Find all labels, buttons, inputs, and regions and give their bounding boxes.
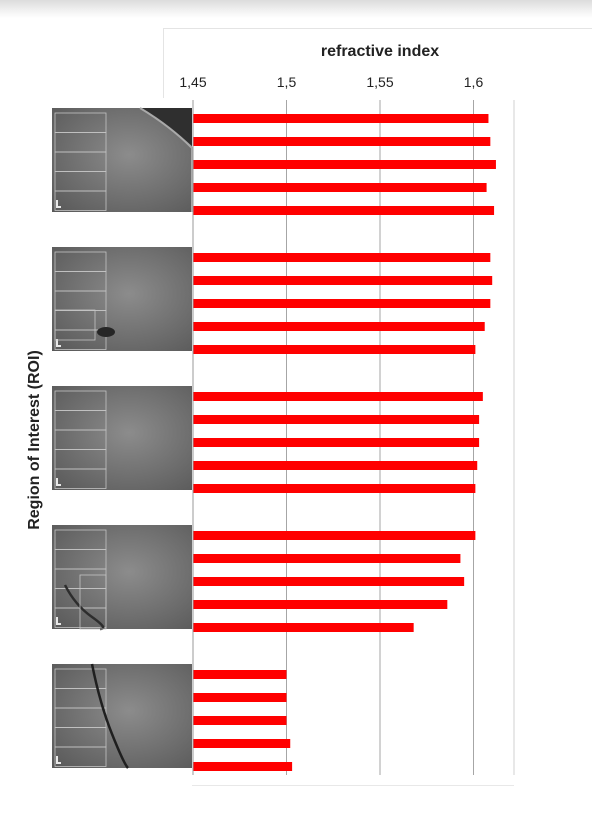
bar — [193, 276, 493, 285]
bar — [193, 253, 491, 262]
tick-layer: 1,45 1,5 1,55 1,6 — [179, 74, 483, 90]
roi-micrograph — [52, 663, 192, 769]
bar — [193, 577, 465, 586]
bar — [193, 531, 476, 540]
bar — [193, 114, 489, 123]
bar — [193, 322, 485, 331]
x-tick-label: 1,5 — [277, 74, 297, 90]
roi-micrograph — [52, 386, 192, 490]
chart-frame-top — [163, 28, 592, 29]
bar — [193, 160, 496, 169]
bar — [193, 762, 293, 771]
y-axis-title: Region of Interest (ROI) — [26, 350, 43, 530]
bar — [193, 415, 480, 424]
bar — [193, 137, 491, 146]
image-layer — [52, 107, 193, 769]
roi-micrograph — [52, 247, 192, 351]
x-tick-label: 1,6 — [464, 74, 484, 90]
chart-frame-left — [163, 28, 164, 98]
bar — [193, 345, 476, 354]
roi-micrograph — [52, 525, 192, 631]
roi-micrograph — [52, 107, 193, 212]
x-axis-title: refractive index — [321, 43, 439, 60]
bar — [193, 206, 495, 215]
grid-layer — [286, 100, 515, 775]
bar — [193, 183, 487, 192]
bar — [193, 484, 476, 493]
bar — [193, 623, 414, 632]
x-tick-label: 1,55 — [366, 74, 393, 90]
bar-layer — [193, 114, 496, 771]
bar — [193, 299, 491, 308]
bar — [193, 438, 480, 447]
bar — [193, 693, 287, 702]
chart-frame-bottom — [192, 785, 514, 786]
bar — [193, 554, 461, 563]
x-tick-label: 1,45 — [179, 74, 206, 90]
bar — [193, 670, 287, 679]
bar — [193, 392, 483, 401]
bar — [193, 600, 448, 609]
bar — [193, 461, 478, 470]
bar — [193, 716, 287, 725]
bar — [193, 739, 291, 748]
window-top-bar — [0, 0, 592, 18]
